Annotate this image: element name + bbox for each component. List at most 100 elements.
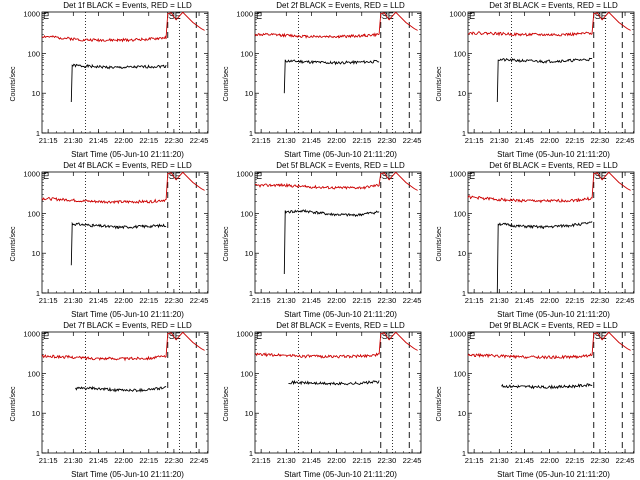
y-tick-label: 1000 — [449, 330, 466, 339]
x-axis-label: Start Time (05-Jun-10 21:11:20) — [284, 470, 397, 479]
x-tick-label: 22:15 — [352, 136, 371, 145]
x-tick-label: 22:45 — [403, 296, 422, 305]
x-tick-label: 21:45 — [302, 136, 321, 145]
x-tick-label: 21:30 — [490, 296, 509, 305]
x-tick-label: 22:00 — [327, 136, 346, 145]
event-marker-label: E — [469, 11, 475, 21]
x-tick-label: 22:15 — [565, 136, 584, 145]
chart-panel: Det 3f BLACK = Events, RED = LLD Start Ti… — [426, 0, 639, 160]
chart-panel: Det 6f BLACK = Events, RED = LLD Start Ti… — [426, 160, 639, 320]
event-marker-label: SE — [595, 11, 607, 21]
lld-series-line — [41, 331, 205, 362]
event-marker-label: SE — [382, 171, 394, 181]
event-marker-label: SE — [595, 171, 607, 181]
x-tick-label: 22:30 — [378, 296, 397, 305]
x-tick-label: 22:00 — [540, 296, 559, 305]
x-tick-label: 22:00 — [114, 296, 133, 305]
chart-panel: Det 7f BLACK = Events, RED = LLD Start Ti… — [0, 320, 213, 480]
x-tick-label: 22:30 — [591, 296, 610, 305]
x-axis-label: Start Time (05-Jun-10 21:11:20) — [71, 470, 184, 479]
y-tick-label: 10 — [458, 249, 466, 258]
chart-title: Det 4f BLACK = Events, RED = LLD — [63, 161, 192, 170]
event-marker-label: E — [43, 171, 49, 181]
chart-plot: 1 10 100 1000 21:15 21:30 21:45 22:00 22:15 22:30… — [23, 330, 209, 465]
plot-frame — [467, 331, 635, 454]
chart-panel: Det 8f BLACK = Events, RED = LLD Start Ti… — [213, 320, 426, 480]
chart-plot: 1 10 100 1000 21:15 21:30 21:45 22:00 22:15 22:30… — [23, 170, 209, 305]
y-tick-label: 10 — [458, 89, 466, 98]
y-tick-label: 1 — [249, 129, 253, 138]
chart-title: Det 8f BLACK = Events, RED = LLD — [276, 321, 405, 330]
events-series-line — [496, 57, 593, 103]
y-tick-label: 1 — [36, 129, 40, 138]
x-tick-label: 21:15 — [465, 456, 484, 465]
chart-panel: Det 4f BLACK = Events, RED = LLD Start Ti… — [0, 160, 213, 320]
x-axis-label: Start Time (05-Jun-10 21:11:20) — [497, 470, 610, 479]
chart-panel: Det 2f BLACK = Events, RED = LLD Start Ti… — [213, 0, 426, 160]
x-tick-label: 22:30 — [591, 136, 610, 145]
event-marker-label: SE — [169, 171, 181, 181]
x-tick-label: 21:15 — [465, 136, 484, 145]
chart-title: Det 1f BLACK = Events, RED = LLD — [63, 1, 192, 10]
event-marker-label: SE — [595, 331, 607, 341]
chart-title: Det 6f BLACK = Events, RED = LLD — [489, 161, 618, 170]
x-tick-label: 22:45 — [616, 296, 635, 305]
y-tick-label: 100 — [453, 209, 466, 218]
chart-plot: 1 10 100 1000 21:15 21:30 21:45 22:00 22:15 22:30… — [236, 330, 421, 465]
y-tick-label: 100 — [240, 369, 253, 378]
plot-frame — [41, 171, 209, 294]
x-axis-label: Start Time (05-Jun-10 21:11:20) — [71, 150, 184, 159]
x-tick-label: 21:45 — [89, 456, 108, 465]
x-tick-label: 22:30 — [378, 136, 397, 145]
y-tick-label: 100 — [27, 49, 40, 58]
y-tick-label: 10 — [245, 409, 253, 418]
event-marker-label: SE — [169, 331, 181, 341]
event-marker-label: E — [469, 331, 475, 341]
x-tick-label: 22:30 — [165, 456, 184, 465]
y-tick-label: 10 — [32, 249, 40, 258]
chart-plot: 1 10 100 1000 21:15 21:30 21:45 22:00 22:15 22:30… — [23, 10, 209, 145]
event-marker-label: SE — [382, 331, 394, 341]
plot-frame — [41, 331, 209, 454]
x-tick-label: 21:15 — [39, 296, 58, 305]
lld-series-line — [467, 11, 631, 37]
events-series-line — [70, 63, 167, 103]
chart-plot: 1 10 100 1000 21:15 21:30 21:45 22:00 22:15 22:30… — [236, 10, 422, 145]
plot-frame — [41, 11, 209, 134]
x-tick-label: 22:15 — [565, 296, 584, 305]
events-series-line — [283, 208, 380, 275]
chart-panel: Det 1f BLACK = Events, RED = LLD Start Ti… — [0, 0, 213, 160]
event-marker-label: SE — [382, 11, 394, 21]
x-tick-label: 21:45 — [89, 296, 108, 305]
x-tick-label: 21:30 — [277, 136, 296, 145]
y-tick-label: 10 — [245, 249, 253, 258]
event-marker-label: E — [43, 331, 49, 341]
plot-frame — [254, 171, 422, 294]
y-tick-label: 100 — [240, 49, 253, 58]
y-tick-label: 100 — [453, 369, 466, 378]
x-tick-label: 21:30 — [64, 136, 83, 145]
plot-frame — [254, 11, 422, 134]
x-tick-label: 21:15 — [465, 296, 484, 305]
x-tick-label: 21:30 — [277, 456, 296, 465]
x-tick-label: 21:45 — [89, 136, 108, 145]
chart-plot: 1 10 100 1000 21:15 21:30 21:45 22:00 22:15 22:30… — [449, 170, 635, 305]
y-tick-label: 10 — [32, 89, 40, 98]
lld-series-line — [41, 11, 205, 43]
chart-title: Det 2f BLACK = Events, RED = LLD — [276, 1, 405, 10]
chart-title: Det 5f BLACK = Events, RED = LLD — [276, 161, 405, 170]
y-tick-label: 1 — [36, 449, 40, 458]
y-tick-label: 1 — [462, 289, 466, 298]
x-axis-label: Start Time (05-Jun-10 21:11:20) — [497, 150, 610, 159]
y-tick-label: 1000 — [23, 10, 40, 19]
x-tick-label: 22:30 — [591, 456, 610, 465]
lld-series-line — [467, 331, 631, 360]
x-tick-label: 21:15 — [39, 136, 58, 145]
plot-frame — [467, 171, 635, 294]
y-tick-label: 100 — [27, 209, 40, 218]
x-tick-label: 21:15 — [252, 296, 271, 305]
x-axis-label: Start Time (05-Jun-10 21:11:20) — [284, 150, 397, 159]
x-tick-label: 22:15 — [352, 296, 371, 305]
y-tick-label: 100 — [240, 209, 253, 218]
